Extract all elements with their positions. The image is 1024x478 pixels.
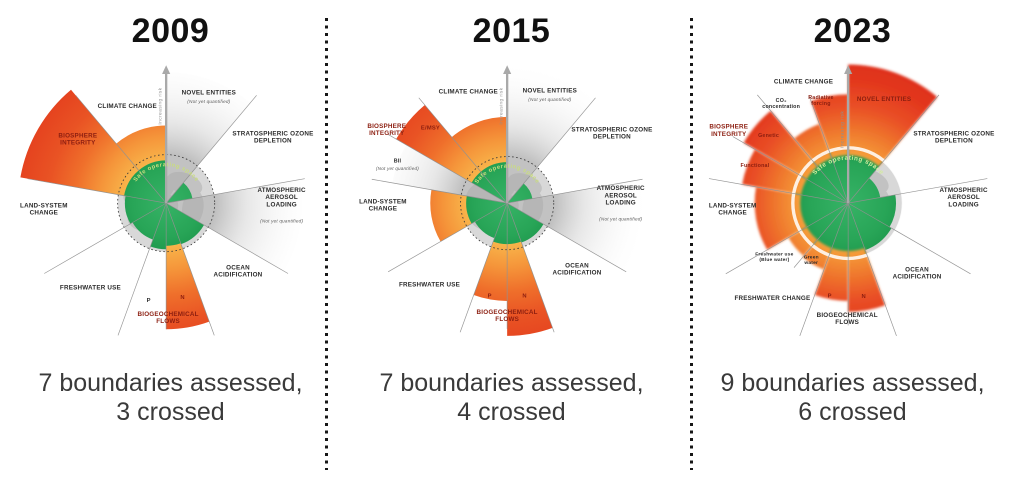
caption-line-1: 7 boundaries assessed, <box>38 369 303 397</box>
caption-line-2: 3 crossed <box>116 398 225 426</box>
svg-text:P: P <box>487 293 491 299</box>
panel-caption-2023: 9 boundaries assessed, 6 crossed <box>720 369 984 427</box>
svg-text:(Not yet quantified): (Not yet quantified) <box>528 97 571 102</box>
caption-line-1: 7 boundaries assessed, <box>379 369 644 397</box>
svg-text:Genetic: Genetic <box>758 133 779 139</box>
panel-caption-2009: 7 boundaries assessed, 3 crossed <box>38 369 302 427</box>
svg-text:(Not yet quantified): (Not yet quantified) <box>260 219 303 224</box>
panel-2015: 2015 Increasing risk Safe operating space… <box>341 0 682 478</box>
svg-text:P: P <box>827 293 831 299</box>
svg-text:N: N <box>522 293 526 299</box>
svg-text:(Not yet quantified): (Not yet quantified) <box>187 99 230 104</box>
caption-line-1: 9 boundaries assessed, <box>720 369 985 397</box>
svg-text:Increasing risk: Increasing risk <box>839 111 845 148</box>
svg-text:NOVEL ENTITIES: NOVEL ENTITIES <box>522 87 576 94</box>
svg-text:N: N <box>861 294 865 300</box>
dotted-divider-left <box>325 18 328 470</box>
svg-text:CLIMATE CHANGE: CLIMATE CHANGE <box>773 79 832 86</box>
panel-2023: 2023 Increasing risk Safe operating space… <box>682 0 1023 478</box>
svg-text:NOVEL ENTITIES: NOVEL ENTITIES <box>181 89 235 96</box>
panel-year-2009: 2009 <box>131 12 210 50</box>
svg-text:FRESHWATER USE: FRESHWATER USE <box>59 285 120 292</box>
panel-2009: 2009 Increasing risk Safe operating space… <box>0 0 341 478</box>
svg-text:NOVEL ENTITIES: NOVEL ENTITIES <box>856 96 910 103</box>
caption-line-2: 4 crossed <box>457 398 566 426</box>
svg-text:FRESHWATER USE: FRESHWATER USE <box>398 282 459 289</box>
svg-text:Increasing risk: Increasing risk <box>498 87 504 124</box>
svg-text:CLIMATE CHANGE: CLIMATE CHANGE <box>97 103 156 110</box>
svg-text:BII: BII <box>393 158 401 164</box>
svg-text:(Not yet quantified): (Not yet quantified) <box>599 217 642 222</box>
dotted-divider-right <box>690 18 693 470</box>
svg-text:Increasing risk: Increasing risk <box>157 87 163 124</box>
svg-text:FRESHWATER CHANGE: FRESHWATER CHANGE <box>734 295 810 302</box>
svg-text:P: P <box>146 298 150 304</box>
panel-year-2023: 2023 <box>813 12 892 50</box>
panel-caption-2015: 7 boundaries assessed, 4 crossed <box>379 369 643 427</box>
svg-text:N: N <box>180 295 184 301</box>
svg-text:Freshwater use(Blue water): Freshwater use (Blue water) <box>755 252 793 263</box>
svg-text:(Not yet quantified): (Not yet quantified) <box>375 166 418 171</box>
svg-text:E/MSY: E/MSY <box>420 125 439 131</box>
svg-text:Functional: Functional <box>740 163 769 169</box>
panel-year-2015: 2015 <box>472 12 551 50</box>
caption-line-2: 6 crossed <box>798 398 907 426</box>
svg-text:CLIMATE CHANGE: CLIMATE CHANGE <box>438 88 497 95</box>
